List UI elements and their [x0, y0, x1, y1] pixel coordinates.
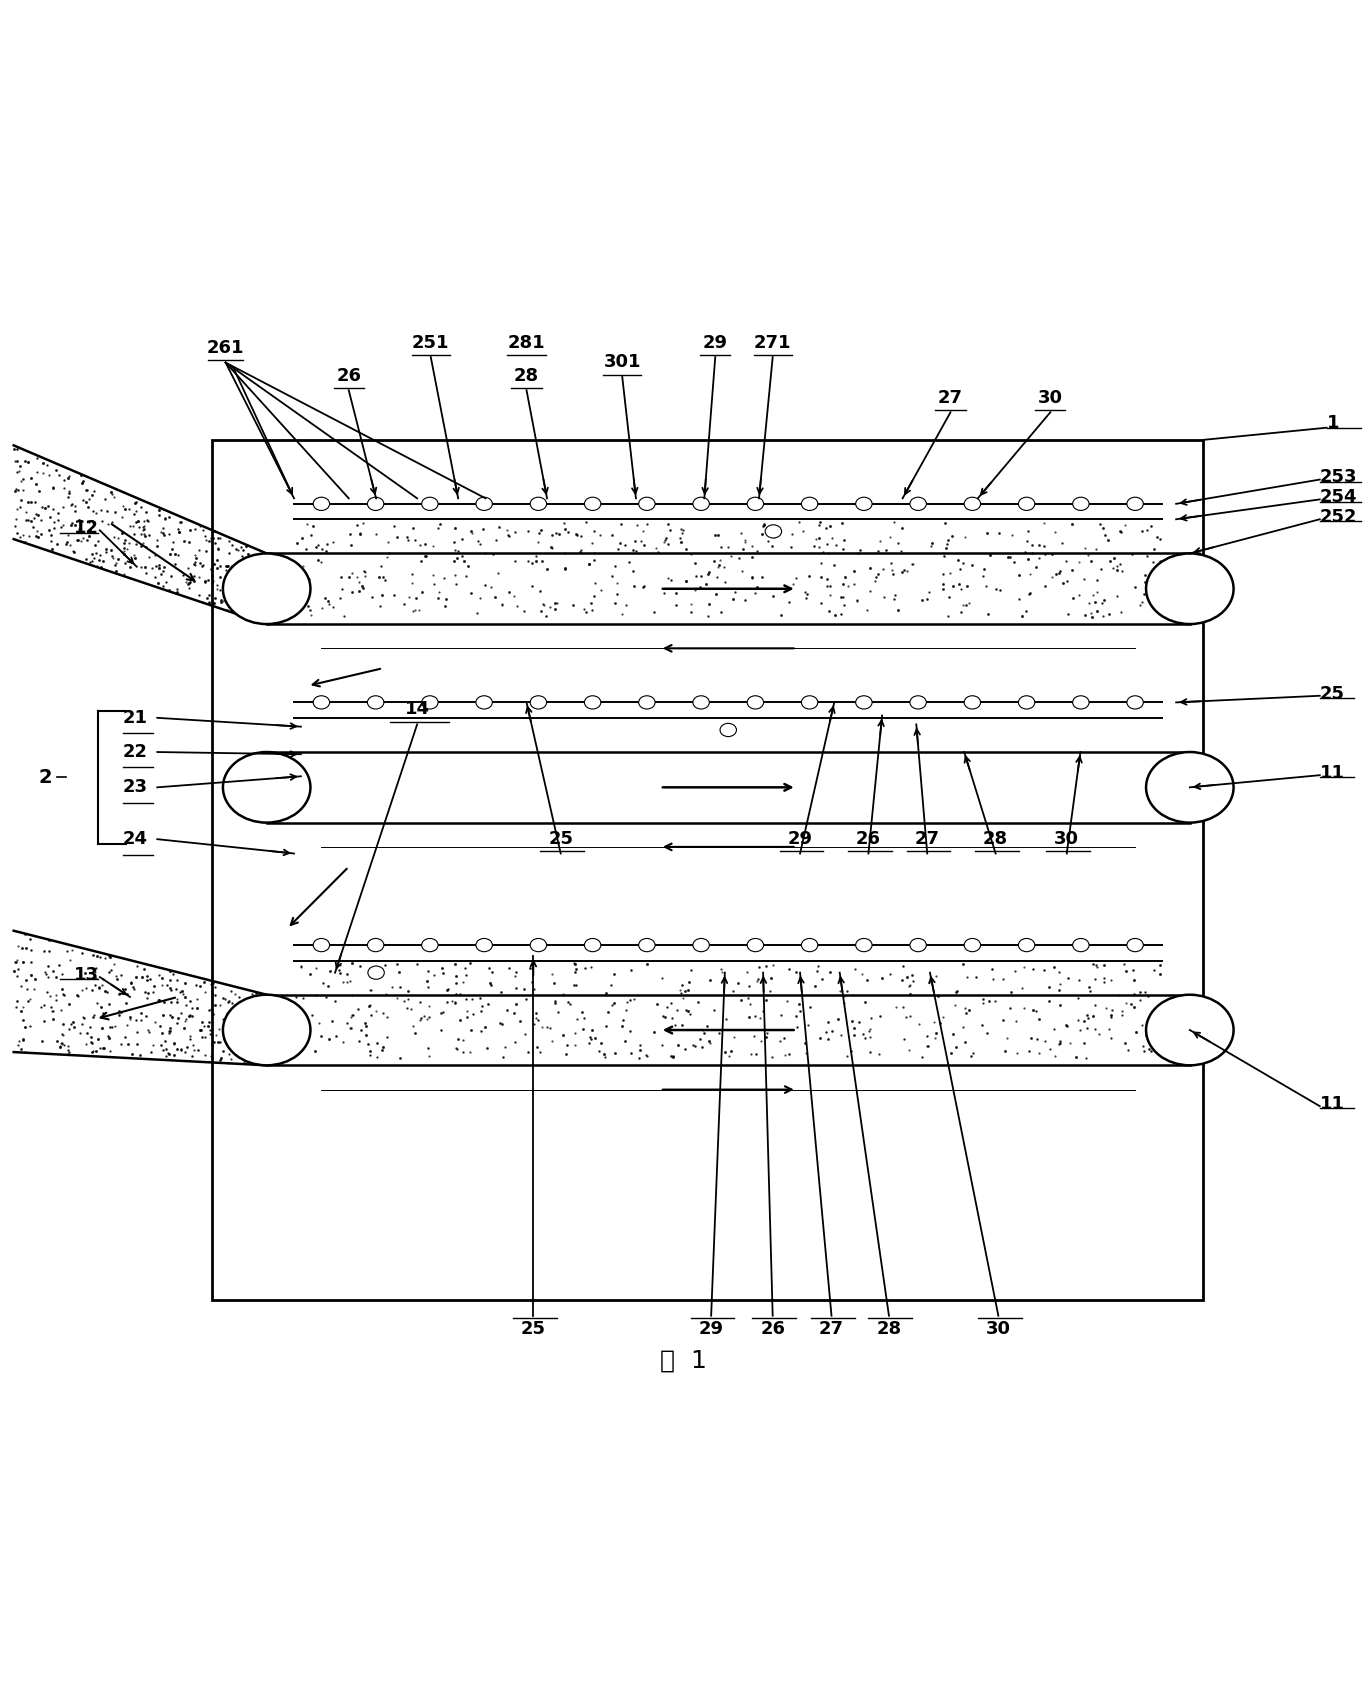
- Text: 29: 29: [703, 334, 728, 351]
- Text: 28: 28: [877, 1319, 902, 1338]
- Text: 29: 29: [788, 829, 813, 848]
- Circle shape: [313, 695, 330, 709]
- Text: 27: 27: [819, 1319, 844, 1338]
- Circle shape: [694, 695, 710, 709]
- Circle shape: [313, 497, 330, 510]
- Circle shape: [1127, 695, 1144, 709]
- Text: 251: 251: [412, 334, 450, 351]
- Text: 28: 28: [514, 366, 539, 385]
- Text: 281: 281: [508, 334, 546, 351]
- Text: 26: 26: [337, 366, 361, 385]
- Circle shape: [1127, 938, 1144, 951]
- Text: 14: 14: [405, 700, 430, 717]
- Text: 11: 11: [1320, 763, 1345, 782]
- Circle shape: [223, 553, 311, 624]
- Text: 13: 13: [74, 965, 98, 984]
- Text: 1: 1: [1327, 414, 1339, 432]
- Circle shape: [747, 695, 763, 709]
- Text: 23: 23: [123, 778, 148, 797]
- Circle shape: [1073, 695, 1089, 709]
- Circle shape: [910, 938, 926, 951]
- Circle shape: [910, 497, 926, 510]
- Circle shape: [368, 497, 384, 510]
- Circle shape: [1018, 938, 1034, 951]
- Circle shape: [720, 724, 736, 736]
- Circle shape: [747, 938, 763, 951]
- Circle shape: [802, 695, 818, 709]
- Text: 11: 11: [1320, 1096, 1345, 1113]
- Text: 24: 24: [123, 829, 148, 848]
- Text: 29: 29: [699, 1319, 724, 1338]
- Circle shape: [1146, 553, 1234, 624]
- Circle shape: [476, 497, 492, 510]
- Circle shape: [1073, 497, 1089, 510]
- Circle shape: [368, 695, 384, 709]
- Text: 25: 25: [549, 829, 573, 848]
- Circle shape: [802, 938, 818, 951]
- Text: 26: 26: [761, 1319, 785, 1338]
- Circle shape: [639, 938, 655, 951]
- Circle shape: [421, 695, 438, 709]
- Text: 30: 30: [1055, 829, 1079, 848]
- Text: 21: 21: [123, 709, 148, 728]
- Circle shape: [476, 695, 492, 709]
- Text: 253: 253: [1320, 468, 1357, 487]
- Circle shape: [421, 938, 438, 951]
- Text: 30: 30: [986, 1319, 1011, 1338]
- Text: 26: 26: [856, 829, 881, 848]
- Circle shape: [1146, 751, 1234, 823]
- Circle shape: [964, 695, 981, 709]
- Text: 301: 301: [603, 353, 642, 371]
- Text: 28: 28: [984, 829, 1008, 848]
- Circle shape: [964, 938, 981, 951]
- Text: 252: 252: [1320, 509, 1357, 526]
- Circle shape: [584, 938, 601, 951]
- Circle shape: [694, 938, 710, 951]
- Circle shape: [1146, 996, 1234, 1065]
- Circle shape: [1018, 695, 1034, 709]
- Text: 27: 27: [938, 388, 963, 407]
- Text: 图  1: 图 1: [661, 1348, 707, 1374]
- Circle shape: [531, 497, 547, 510]
- Circle shape: [223, 996, 311, 1065]
- Text: 27: 27: [915, 829, 940, 848]
- Circle shape: [368, 938, 384, 951]
- Circle shape: [531, 938, 547, 951]
- Text: 30: 30: [1038, 388, 1063, 407]
- Circle shape: [531, 695, 547, 709]
- Circle shape: [1073, 938, 1089, 951]
- Text: 254: 254: [1320, 488, 1357, 505]
- Circle shape: [476, 938, 492, 951]
- Text: 261: 261: [207, 339, 245, 358]
- Circle shape: [1018, 497, 1034, 510]
- Circle shape: [421, 497, 438, 510]
- Text: 2: 2: [38, 768, 52, 787]
- Circle shape: [855, 938, 871, 951]
- Circle shape: [313, 938, 330, 951]
- Circle shape: [747, 497, 763, 510]
- Circle shape: [964, 497, 981, 510]
- Circle shape: [223, 751, 311, 823]
- Circle shape: [910, 695, 926, 709]
- Circle shape: [639, 695, 655, 709]
- Text: 12: 12: [74, 519, 98, 538]
- Circle shape: [1127, 497, 1144, 510]
- Circle shape: [802, 497, 818, 510]
- Circle shape: [584, 695, 601, 709]
- Circle shape: [855, 497, 871, 510]
- Text: 271: 271: [754, 334, 792, 351]
- Text: 25: 25: [1320, 685, 1345, 702]
- Circle shape: [694, 497, 710, 510]
- Circle shape: [765, 524, 781, 538]
- Circle shape: [368, 967, 384, 979]
- Circle shape: [584, 497, 601, 510]
- Circle shape: [855, 695, 871, 709]
- Circle shape: [639, 497, 655, 510]
- Text: 25: 25: [521, 1319, 546, 1338]
- Bar: [212, 439, 1204, 1301]
- Text: 22: 22: [123, 743, 148, 762]
